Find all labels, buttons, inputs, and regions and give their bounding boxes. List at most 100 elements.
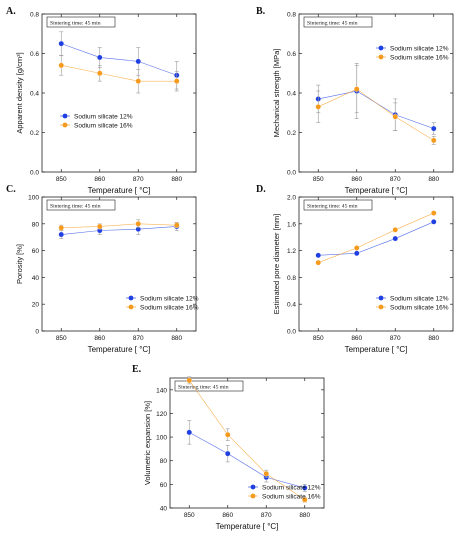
series-line-2 <box>318 212 434 263</box>
plot-frame <box>298 13 454 173</box>
series-line-2 <box>318 88 434 141</box>
x-tick-label: 850 <box>313 335 324 342</box>
y-tick-label: 80 <box>160 458 168 465</box>
y-tick-label: 2.0 <box>287 195 296 202</box>
y-tick-label: 0.0 <box>287 170 296 177</box>
series-line-1 <box>189 432 305 489</box>
x-tick-label: 870 <box>133 335 144 342</box>
data-point-series-2 <box>58 225 65 231</box>
data-point-series-2 <box>263 470 269 477</box>
legend-marker <box>128 304 134 310</box>
data-point-series-2 <box>173 222 180 228</box>
data-point-series-1 <box>135 58 141 65</box>
y-tick-label: 0.6 <box>287 51 296 58</box>
data-point-series-1 <box>301 485 308 491</box>
x-tick-label: 860 <box>351 176 362 183</box>
y-tick-label: 100 <box>156 435 167 442</box>
y-tick-label: 0.0 <box>287 329 296 336</box>
y-tick-label: 120 <box>156 411 167 418</box>
data-point-series-2 <box>353 245 360 251</box>
y-tick-label: 0.4 <box>287 302 296 309</box>
data-point-series-2 <box>97 223 103 230</box>
annotation-text: Sintering time: 45 min <box>50 203 101 209</box>
y-axis-label: Estimated pore diameter [mm] <box>272 214 281 314</box>
chart-panel-d: D. 0.0 0.4 0.8 1.2 1.6 2.0 850 860 870 880 Temperat… <box>256 184 454 354</box>
x-tick-label: 880 <box>428 176 439 183</box>
legend-label: Sodium silicate 16% <box>74 122 133 129</box>
y-tick-label: 140 <box>156 387 167 394</box>
data-point-series-2 <box>173 78 180 84</box>
data-point-series-1 <box>58 231 65 238</box>
annotation-box <box>46 199 116 211</box>
legend-label: Sodium silicate 12% <box>262 484 321 491</box>
x-tick-label: 850 <box>313 176 324 183</box>
series-line-2 <box>61 223 177 229</box>
y-axis-label: Apparent density [g/cm³] <box>15 52 24 133</box>
legend-marker <box>250 493 256 499</box>
x-tick-label: 850 <box>56 335 67 342</box>
data-point-series-1 <box>392 235 398 242</box>
legend-label: Sodium silicate 16% <box>390 304 449 311</box>
chart-panel-e: E. 40 60 80 100 120 140 850 860 870 880 Temperature… <box>132 364 325 531</box>
plot-frame <box>298 196 454 332</box>
x-axis-label: Temperature [ °C] <box>345 186 408 195</box>
plot-frame <box>41 196 197 332</box>
legend-label: Sodium silicate 12% <box>390 45 449 52</box>
data-point-series-2 <box>135 78 141 84</box>
data-point-series-2 <box>430 210 437 216</box>
x-tick-label: 860 <box>94 176 105 183</box>
plot-frame <box>169 377 325 509</box>
data-point-series-2 <box>224 431 231 438</box>
annotation-box <box>303 199 373 211</box>
data-point-series-2 <box>392 227 398 233</box>
y-tick-label: 0.6 <box>30 51 39 58</box>
x-tick-label: 850 <box>56 176 67 183</box>
data-point-series-2 <box>58 62 65 69</box>
x-tick-label: 880 <box>171 335 182 342</box>
series-line-2 <box>61 65 177 82</box>
data-point-series-1 <box>315 252 321 259</box>
legend-marker <box>378 304 384 310</box>
y-tick-label: 60 <box>160 482 168 489</box>
data-point-series-1 <box>186 429 192 436</box>
y-tick-label: 0.8 <box>287 12 296 19</box>
series-line-2 <box>189 380 305 500</box>
data-point-series-2 <box>186 377 192 384</box>
x-tick-label: 880 <box>428 335 439 342</box>
data-point-series-1 <box>58 40 65 47</box>
y-tick-label: 100 <box>28 195 39 202</box>
y-tick-label: 40 <box>160 506 168 513</box>
y-axis-label: Mechanical strength [MPa] <box>272 49 281 138</box>
legend-label: Sodium silicate 16% <box>140 304 199 311</box>
legend-label: Sodium silicate 16% <box>262 493 321 500</box>
x-axis-label: Temperature [ °C] <box>88 345 151 354</box>
data-point-series-2 <box>430 137 437 144</box>
series-line-1 <box>318 221 434 256</box>
y-tick-label: 0 <box>35 329 39 336</box>
annotation-text: Sintering time: 45 min <box>178 384 229 390</box>
data-point-series-2 <box>353 86 360 92</box>
y-axis-label: Volumetric expansion [%] <box>143 401 152 485</box>
y-tick-label: 40 <box>32 275 40 282</box>
panel-letter: A. <box>6 6 16 17</box>
panel-letter: C. <box>6 184 16 195</box>
y-tick-label: 1.2 <box>287 248 296 255</box>
legend-label: Sodium silicate 12% <box>140 295 199 302</box>
y-tick-label: 0.4 <box>287 91 296 98</box>
x-tick-label: 870 <box>261 512 272 519</box>
x-tick-label: 880 <box>171 176 182 183</box>
series-line-1 <box>61 226 177 235</box>
legend-marker <box>378 295 384 301</box>
annotation-text: Sintering time: 45 min <box>50 20 101 26</box>
legend-label: Sodium silicate 12% <box>390 295 449 302</box>
data-point-series-2 <box>97 70 103 77</box>
x-tick-label: 850 <box>184 512 195 519</box>
chart-panel-a: A. 0.0 0.2 0.4 0.6 0.8 850 860 870 880 Temperature… <box>6 6 197 195</box>
y-tick-label: 0.2 <box>287 130 296 137</box>
data-point-series-2 <box>301 496 308 503</box>
data-point-series-1 <box>430 219 437 225</box>
plot-frame <box>41 13 197 173</box>
y-tick-label: 0.0 <box>30 170 39 177</box>
y-tick-label: 0.2 <box>30 130 39 137</box>
